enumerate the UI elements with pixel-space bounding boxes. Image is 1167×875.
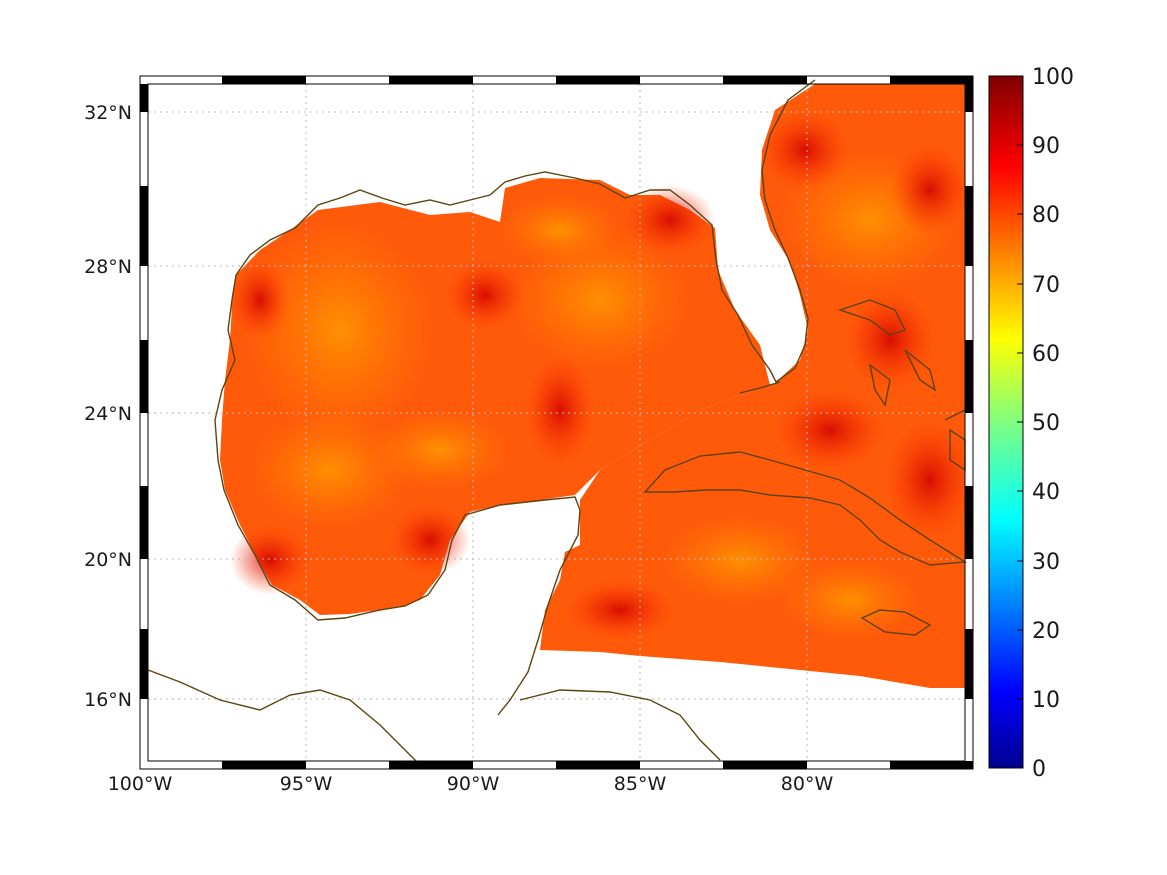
mexico-gulf-coast [214, 274, 581, 716]
florida-keys [739, 381, 781, 394]
honduras-coast [519, 689, 721, 761]
colorbar-label: 0 [1032, 757, 1046, 782]
colorbar-label: 50 [1032, 411, 1060, 436]
colorbar-label: 40 [1032, 480, 1060, 505]
lat-tick-labels: 32°N 28°N 24°N 20°N 16°N [84, 102, 132, 711]
colorbar-label: 70 [1032, 273, 1060, 298]
us-gulf-coast [235, 79, 816, 384]
jamaica-outline [860, 609, 932, 636]
lat-tick-label: 16°N [84, 689, 132, 711]
lon-tick-label: 85°W [614, 773, 667, 795]
colorbar-label: 30 [1032, 550, 1060, 575]
lat-tick-label: 32°N [84, 102, 132, 124]
colorbar-label: 20 [1032, 619, 1060, 644]
central-america-pacific-coast [147, 669, 421, 766]
colorbar-label: 90 [1032, 134, 1060, 159]
gridlines [148, 84, 965, 761]
colorbar-ticks [1017, 75, 1023, 769]
colorbar: 0 10 20 30 40 50 60 70 80 90 100 [988, 65, 1074, 782]
lat-tick-label: 20°N [84, 549, 132, 571]
lon-tick-labels: 100°W 95°W 90°W 85°W 80°W [108, 773, 834, 795]
lat-tick-label: 28°N [84, 256, 132, 278]
colorbar-label: 100 [1032, 65, 1074, 90]
lon-tick-label: 100°W [108, 773, 173, 795]
coastlines [147, 79, 968, 766]
colorbar-label: 80 [1032, 203, 1060, 228]
lat-tick-label: 24°N [84, 403, 132, 425]
lon-tick-label: 80°W [781, 773, 834, 795]
bahamas-outline [837, 299, 966, 421]
lon-tick-label: 90°W [447, 773, 500, 795]
colorbar-label: 10 [1032, 688, 1060, 713]
data-field [220, 84, 965, 688]
map-frame [139, 75, 974, 770]
cuba-outline [643, 451, 968, 566]
lon-tick-label: 95°W [280, 773, 333, 795]
colorbar-label: 60 [1032, 342, 1060, 367]
